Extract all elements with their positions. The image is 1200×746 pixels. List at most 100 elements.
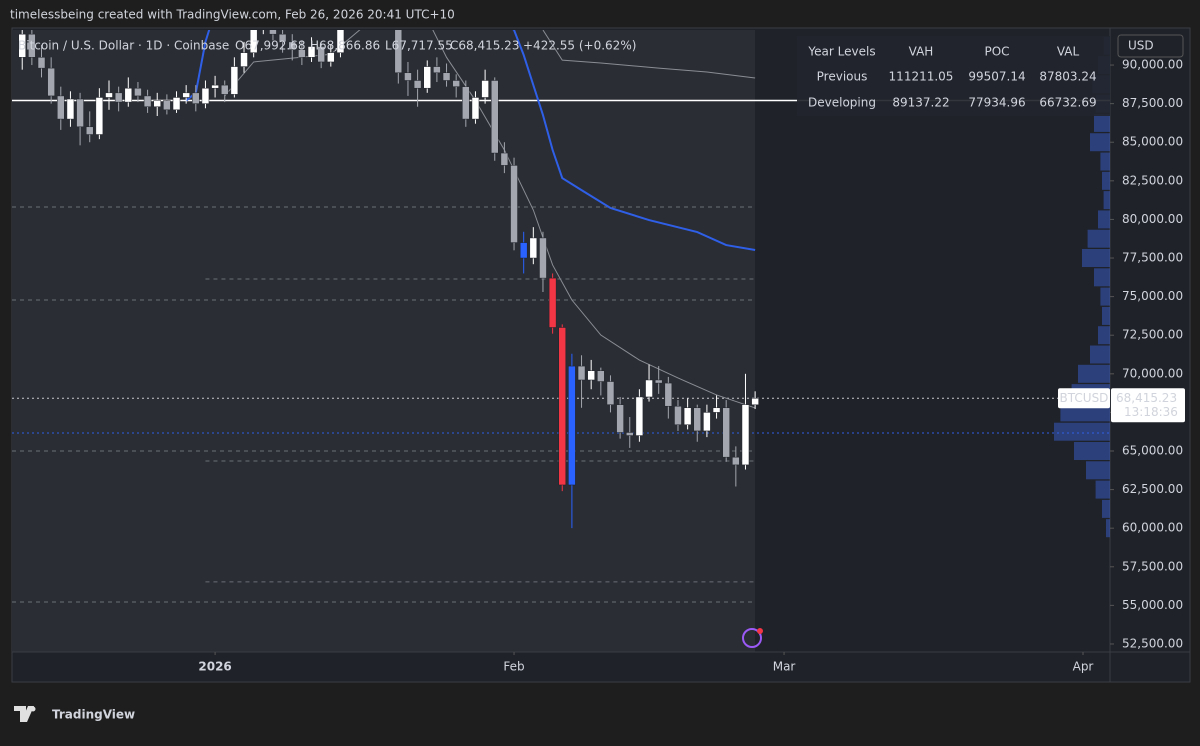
volume-profile-bar: [1090, 133, 1110, 152]
x-tick-label: Feb: [503, 660, 524, 674]
candle-body: [568, 365, 576, 486]
y-tick-label: 82,500.00: [1122, 173, 1183, 187]
y-tick-label: 80,000.00: [1122, 212, 1183, 226]
candle-body: [442, 72, 451, 81]
candle-body: [471, 97, 480, 120]
candle-body: [76, 98, 84, 128]
logo-dot: [30, 706, 36, 712]
candle-body: [548, 277, 557, 328]
candle-body: [163, 100, 171, 111]
volume-profile-bar: [1106, 519, 1110, 538]
legend-close: C68,415.23: [450, 39, 519, 53]
candle-body: [105, 92, 113, 98]
candle-body: [462, 86, 470, 120]
candle-body: [182, 92, 190, 98]
candle-body: [307, 46, 316, 58]
candle-body: [741, 404, 750, 466]
candle-body: [674, 405, 682, 426]
candle-body: [519, 242, 528, 259]
candle-body: [481, 80, 489, 98]
y-tick-label: 85,000.00: [1122, 135, 1183, 149]
table-header: Year Levels: [807, 45, 875, 59]
volume-profile-bar: [1090, 345, 1110, 364]
table-cell: 77934.96: [968, 96, 1025, 110]
candle-body: [433, 66, 441, 74]
candle-body: [693, 407, 702, 432]
candle-body: [220, 84, 229, 95]
candle-body: [606, 381, 615, 405]
candle-body: [278, 33, 287, 43]
candle-body: [230, 66, 239, 95]
candle-body: [452, 80, 460, 87]
table-cell: Previous: [817, 70, 868, 84]
candle-body: [616, 404, 624, 433]
history-area: [12, 30, 755, 652]
candle-body: [28, 33, 36, 58]
volume-profile-bar: [1086, 461, 1110, 480]
candle-body: [298, 49, 306, 58]
currency: USD: [1128, 39, 1154, 53]
y-tick-label: 62,500.00: [1122, 482, 1183, 496]
axes: 52,500.00 55,000.00 57,500.00 60,000.00 62,5…: [198, 58, 1185, 674]
candle-body: [645, 379, 653, 398]
candle-body: [510, 165, 518, 243]
candle-body: [577, 365, 586, 381]
candle-body: [336, 30, 345, 53]
volume-profile-bar: [1094, 113, 1110, 132]
candle-body: [57, 95, 65, 120]
volume-profile-bar: [1102, 171, 1110, 190]
table-cell: 87803.24: [1039, 70, 1096, 84]
candle-body: [249, 30, 258, 53]
volume-profile-bar: [1094, 268, 1110, 287]
candle-body: [587, 370, 595, 381]
y-tick-label: 77,500.00: [1122, 251, 1183, 265]
notification-dot: [757, 628, 763, 634]
table-header: VAH: [909, 45, 934, 59]
candle-body: [722, 407, 730, 458]
candle-body: [95, 97, 104, 135]
candle-body: [404, 72, 412, 81]
legend-change: +422.55 (+0.62%): [523, 39, 636, 53]
ticker-box: [1058, 388, 1110, 409]
y-tick-label: 57,500.00: [1122, 559, 1183, 573]
volume-profile-bar: [1102, 306, 1110, 325]
candle-body: [288, 41, 296, 50]
candle-body: [85, 126, 94, 135]
volume-profile-bar: [1095, 480, 1110, 499]
y-tick-label: 90,000.00: [1122, 58, 1183, 72]
currency-box[interactable]: [1117, 34, 1184, 58]
candle-body: [153, 100, 161, 107]
candle-body: [654, 379, 663, 384]
candle-body: [490, 80, 499, 154]
volume-profile-bar: [1103, 191, 1110, 210]
candle-body: [47, 67, 55, 97]
volume-profile-bar: [1054, 422, 1110, 441]
table-header: POC: [984, 45, 1009, 59]
ticker: BTCUSD: [1060, 391, 1109, 405]
volume-profile-bar: [1074, 441, 1110, 460]
logo: [14, 706, 36, 722]
candle-body: [192, 92, 200, 104]
candle-body: [327, 52, 335, 63]
volume-profile-bar: [1100, 287, 1110, 306]
indicator-line: [185, 30, 756, 251]
volume-profile-bar: [1078, 364, 1110, 383]
assistant-icon[interactable]: [742, 628, 762, 648]
indicator-line: [542, 30, 756, 79]
y-tick-label: 60,000.00: [1122, 521, 1183, 535]
y-tick-label: 87,500.00: [1122, 96, 1183, 110]
candle-body: [143, 95, 152, 107]
candle-body: [664, 382, 673, 407]
candle-body: [529, 237, 538, 259]
candle-body: [597, 370, 605, 382]
candle-body: [114, 92, 123, 103]
candle-body: [240, 52, 248, 67]
y-tick-label: 65,000.00: [1122, 443, 1183, 457]
candle-body: [558, 327, 567, 486]
levels-table: [797, 36, 1110, 116]
table: Year Levels VAH POC VAL Previous 111211.05 995…: [807, 45, 1096, 110]
countdown: 13:18:36: [1124, 405, 1178, 419]
candle-body: [394, 30, 403, 74]
candle-body: [539, 237, 547, 279]
